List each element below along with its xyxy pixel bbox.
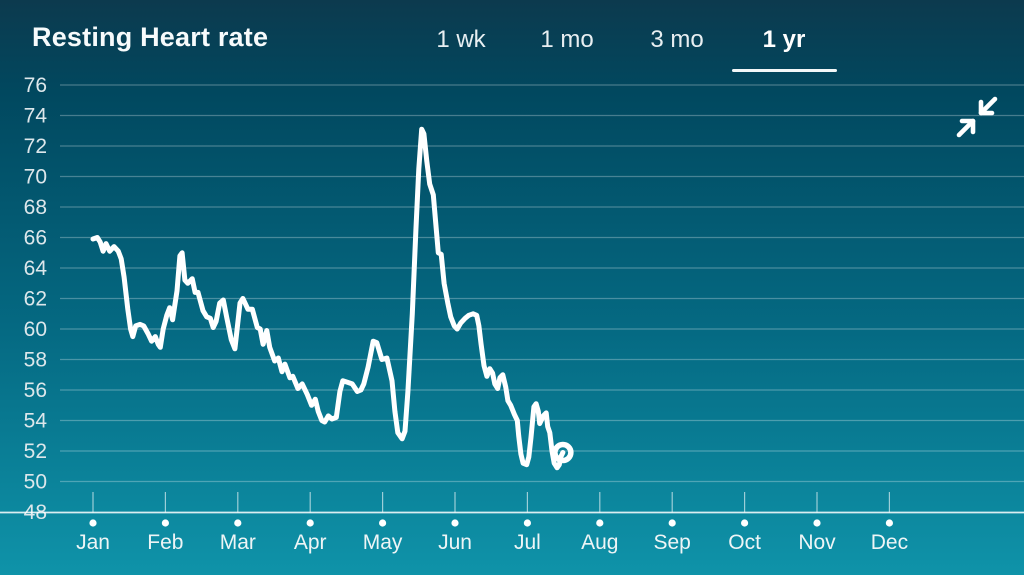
y-axis-label: 52 (24, 440, 47, 463)
month-dot (306, 519, 314, 527)
month-dot (668, 519, 676, 527)
x-axis-label-nov: Nov (798, 531, 836, 554)
y-axis-label: 70 (24, 166, 47, 189)
y-axis-label: 64 (24, 257, 48, 280)
y-axis-label: 68 (24, 196, 47, 219)
collapse-button[interactable] (948, 86, 1008, 146)
tab-3-mo[interactable]: 3 mo (650, 26, 704, 53)
x-axis-label-dec: Dec (871, 531, 908, 554)
selected-tab-underline (732, 69, 837, 72)
x-axis-label-sep: Sep (654, 531, 691, 554)
tab-1-yr[interactable]: 1 yr (762, 26, 806, 53)
y-axis-label: 76 (24, 74, 47, 97)
y-axis-label: 56 (24, 379, 47, 402)
y-axis-label: 54 (24, 410, 48, 433)
x-axis-label-jan: Jan (76, 531, 110, 554)
x-axis-label-oct: Oct (728, 531, 761, 554)
month-dot (234, 519, 242, 527)
collapse-diagonal-arrows-icon (956, 96, 998, 138)
y-axis-label: 74 (24, 105, 48, 128)
month-dot (813, 519, 821, 527)
tab-1-wk[interactable]: 1 wk (436, 26, 486, 53)
y-axis-label: 66 (24, 227, 47, 250)
y-axis-label: 62 (24, 288, 47, 311)
month-dot (89, 519, 97, 527)
month-dot (885, 519, 894, 527)
x-axis-label-apr: Apr (294, 531, 327, 554)
month-dot (523, 519, 532, 527)
heart-rate-line[interactable] (90, 126, 566, 471)
month-dot (451, 519, 459, 527)
page-title: Resting Heart rate (32, 22, 269, 52)
x-axis-label-aug: Aug (581, 531, 618, 554)
month-dot (596, 519, 604, 527)
y-axis-label: 58 (24, 349, 47, 372)
x-axis-label-mar: Mar (220, 531, 256, 554)
month-dot (741, 519, 749, 527)
x-axis-label-jul: Jul (514, 531, 541, 554)
latest-value-marker[interactable] (552, 441, 574, 464)
tab-1-mo[interactable]: 1 mo (540, 26, 594, 53)
month-dot (379, 519, 387, 527)
y-axis-label: 72 (24, 135, 47, 158)
x-axis-label-feb: Feb (147, 531, 183, 554)
y-axis-label: 60 (24, 318, 47, 341)
y-axis-label: 50 (24, 471, 47, 494)
month-dot (161, 519, 169, 527)
x-axis-label-jun: Jun (438, 531, 472, 554)
x-axis-label-may: May (363, 531, 403, 554)
